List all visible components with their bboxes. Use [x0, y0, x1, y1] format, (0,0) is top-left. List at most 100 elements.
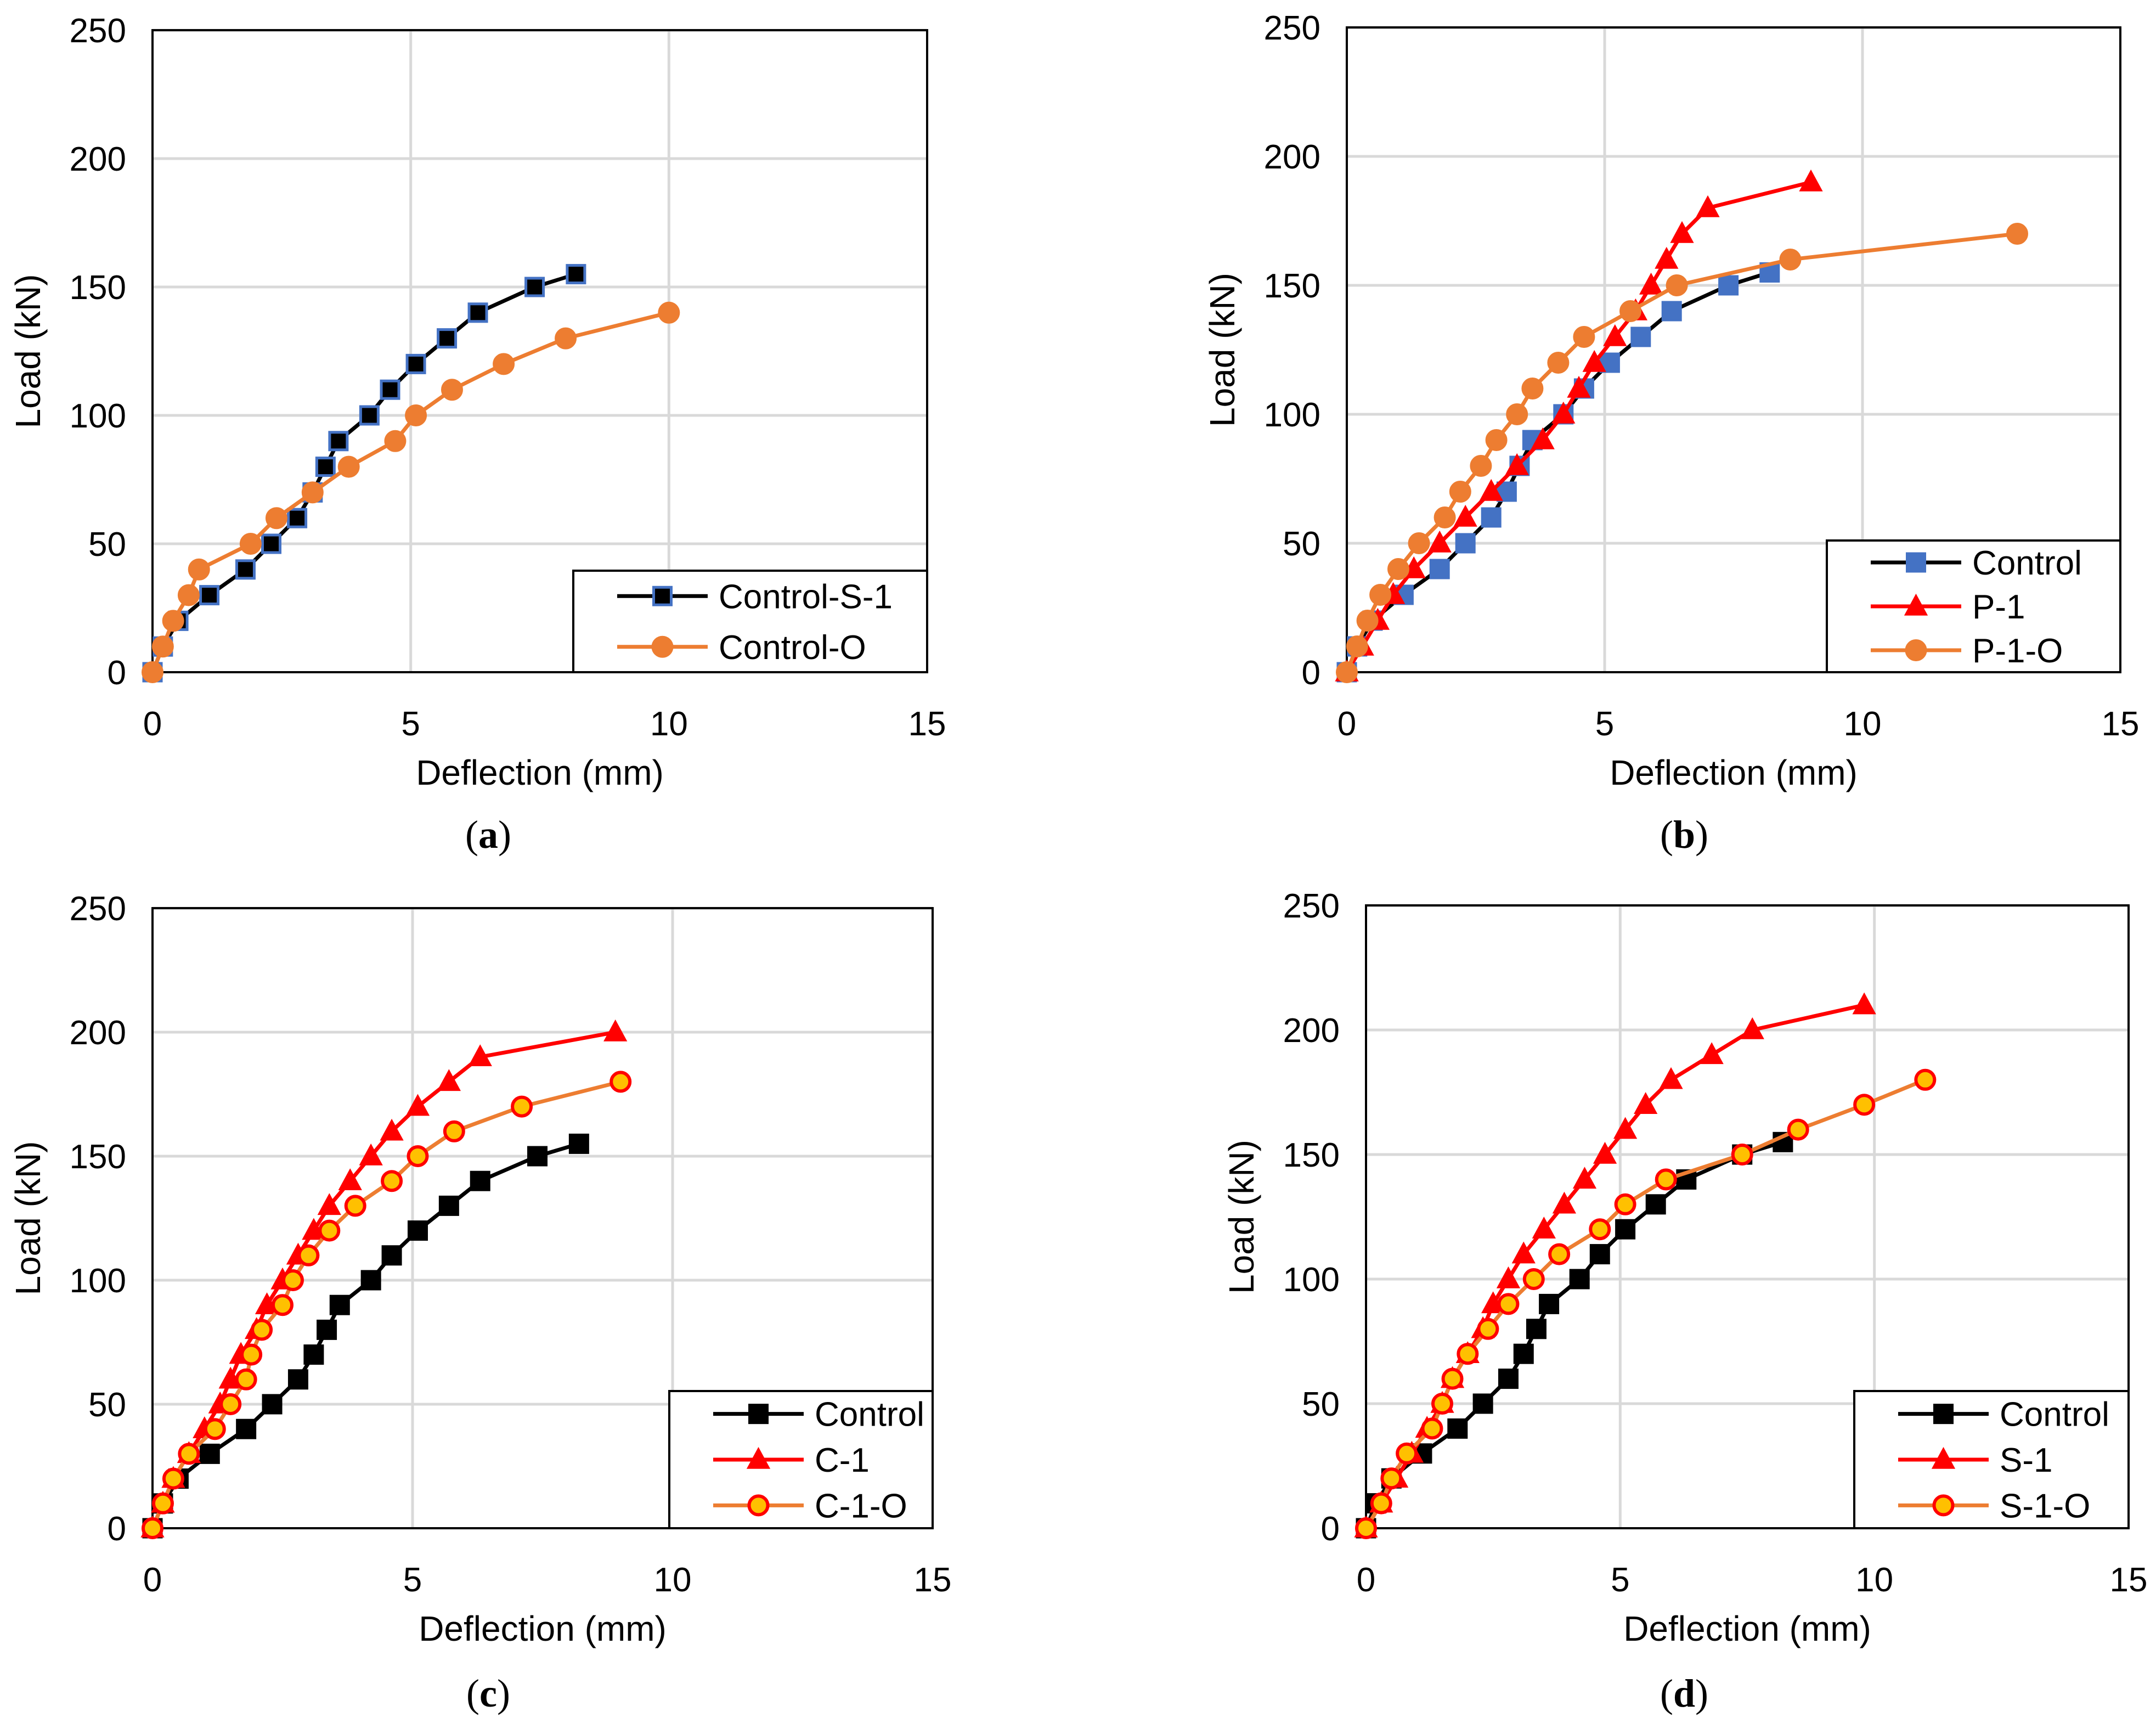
- x-axis-title: Deflection (mm): [419, 1609, 667, 1648]
- legend-marker: [748, 1404, 769, 1425]
- data-point: [2006, 223, 2028, 245]
- x-tick-label: 0: [1337, 705, 1356, 743]
- data-point: [1522, 1268, 1545, 1290]
- series-Control-O: [142, 301, 680, 683]
- series-line: [1364, 1003, 1865, 1529]
- data-point: [151, 1492, 174, 1515]
- data-point: [329, 1294, 350, 1315]
- data-point: [568, 1133, 589, 1154]
- data-point: [287, 1369, 308, 1390]
- data-point: [1655, 246, 1679, 269]
- x-tick-label: 0: [1357, 1561, 1375, 1599]
- data-point: [178, 1443, 200, 1465]
- x-axis-title: Deflection (mm): [1610, 753, 1858, 792]
- data-point: [1497, 1293, 1520, 1315]
- y-tick-label: 150: [70, 1138, 126, 1176]
- data-point: [1431, 1393, 1453, 1415]
- data-point: [441, 379, 463, 401]
- y-tick-label: 150: [70, 269, 126, 307]
- series-Control-S-1: [142, 264, 586, 683]
- y-tick-label: 0: [1302, 654, 1320, 692]
- data-point: [566, 264, 586, 285]
- x-tick-label: 10: [650, 705, 688, 743]
- data-point: [1659, 1067, 1683, 1089]
- y-tick-label: 100: [1264, 396, 1320, 434]
- data-point: [658, 301, 680, 324]
- data-point: [1346, 635, 1368, 657]
- y-axis-title: Load (kN): [1222, 1140, 1261, 1294]
- legend-marker: [1933, 1404, 1954, 1425]
- data-point: [470, 1170, 490, 1191]
- data-point: [1655, 1168, 1677, 1191]
- plot-area: [1346, 26, 2121, 673]
- data-point: [1455, 533, 1476, 554]
- data-point: [359, 1143, 383, 1166]
- plot-area: [151, 907, 934, 1529]
- data-point: [407, 1220, 428, 1241]
- data-point: [1552, 1191, 1577, 1214]
- panel-caption: (c): [466, 1671, 510, 1715]
- data-point: [1696, 195, 1720, 217]
- data-point: [1630, 326, 1651, 347]
- y-tick-label: 200: [1264, 138, 1320, 176]
- data-point: [1548, 1243, 1571, 1265]
- data-point: [1613, 1117, 1638, 1139]
- series-line: [1345, 271, 1770, 673]
- data-point: [1573, 326, 1595, 348]
- data-point: [1521, 378, 1544, 399]
- data-point: [265, 507, 287, 530]
- legend-marker: [747, 1494, 770, 1517]
- data-point: [1485, 429, 1508, 451]
- data-point: [240, 1343, 263, 1366]
- y-tick-label: 50: [1283, 525, 1320, 563]
- data-point: [524, 277, 545, 297]
- data-point: [251, 1319, 273, 1341]
- data-point: [344, 1195, 366, 1217]
- legend-marker: [746, 1446, 771, 1469]
- data-point: [1498, 1369, 1519, 1389]
- legend-marker: [1904, 593, 1928, 616]
- data-point: [1429, 559, 1450, 579]
- data-point: [1421, 1417, 1443, 1440]
- legend-label: Control: [1972, 544, 2082, 582]
- data-point: [1619, 300, 1641, 322]
- data-point: [1470, 455, 1492, 477]
- data-point: [1447, 1418, 1468, 1439]
- data-point: [1670, 221, 1694, 243]
- data-point: [199, 1443, 220, 1464]
- chart-panel-b: 0 50 100 150 200 250 0 5 10 15 Deflection (mm) Load…: [1203, 9, 2139, 857]
- data-point: [381, 1245, 402, 1266]
- y-axis-title: Load (kN): [1203, 273, 1242, 427]
- series-line: [1364, 1078, 1926, 1529]
- data-point: [1614, 1193, 1636, 1215]
- x-tick-label: 5: [403, 1561, 422, 1599]
- data-point: [1589, 1218, 1611, 1241]
- y-tick-label: 250: [70, 890, 126, 928]
- data-point: [1505, 453, 1529, 475]
- legend-label: S-1-O: [2000, 1487, 2090, 1525]
- data-point: [1603, 324, 1627, 346]
- data-point: [315, 457, 336, 477]
- data-point: [1634, 1092, 1658, 1114]
- series-line: [1364, 1140, 1784, 1529]
- chart-panel-c: 0 50 100 150 200 250 0 5 10 15 Deflection (mm) Load…: [8, 890, 951, 1715]
- data-point: [1853, 1094, 1876, 1116]
- data-point: [443, 1120, 465, 1142]
- y-tick-label: 200: [70, 140, 126, 178]
- y-tick-label: 150: [1264, 267, 1320, 305]
- legend-label: Control: [815, 1396, 924, 1434]
- y-tick-label: 0: [1321, 1510, 1340, 1548]
- data-point: [437, 1069, 461, 1091]
- x-tick-label: 5: [1595, 705, 1614, 743]
- legend: Control S-1 S-1-O: [1853, 1390, 2130, 1529]
- data-point: [381, 1170, 403, 1192]
- data-point: [1740, 1017, 1764, 1039]
- data-point: [1852, 992, 1876, 1015]
- y-tick-label: 100: [70, 397, 126, 435]
- data-point: [1779, 249, 1802, 271]
- data-point: [1369, 584, 1392, 606]
- data-point: [1511, 1241, 1536, 1264]
- legend: Control-S-1 Control-O: [572, 570, 928, 673]
- data-point: [1551, 401, 1576, 424]
